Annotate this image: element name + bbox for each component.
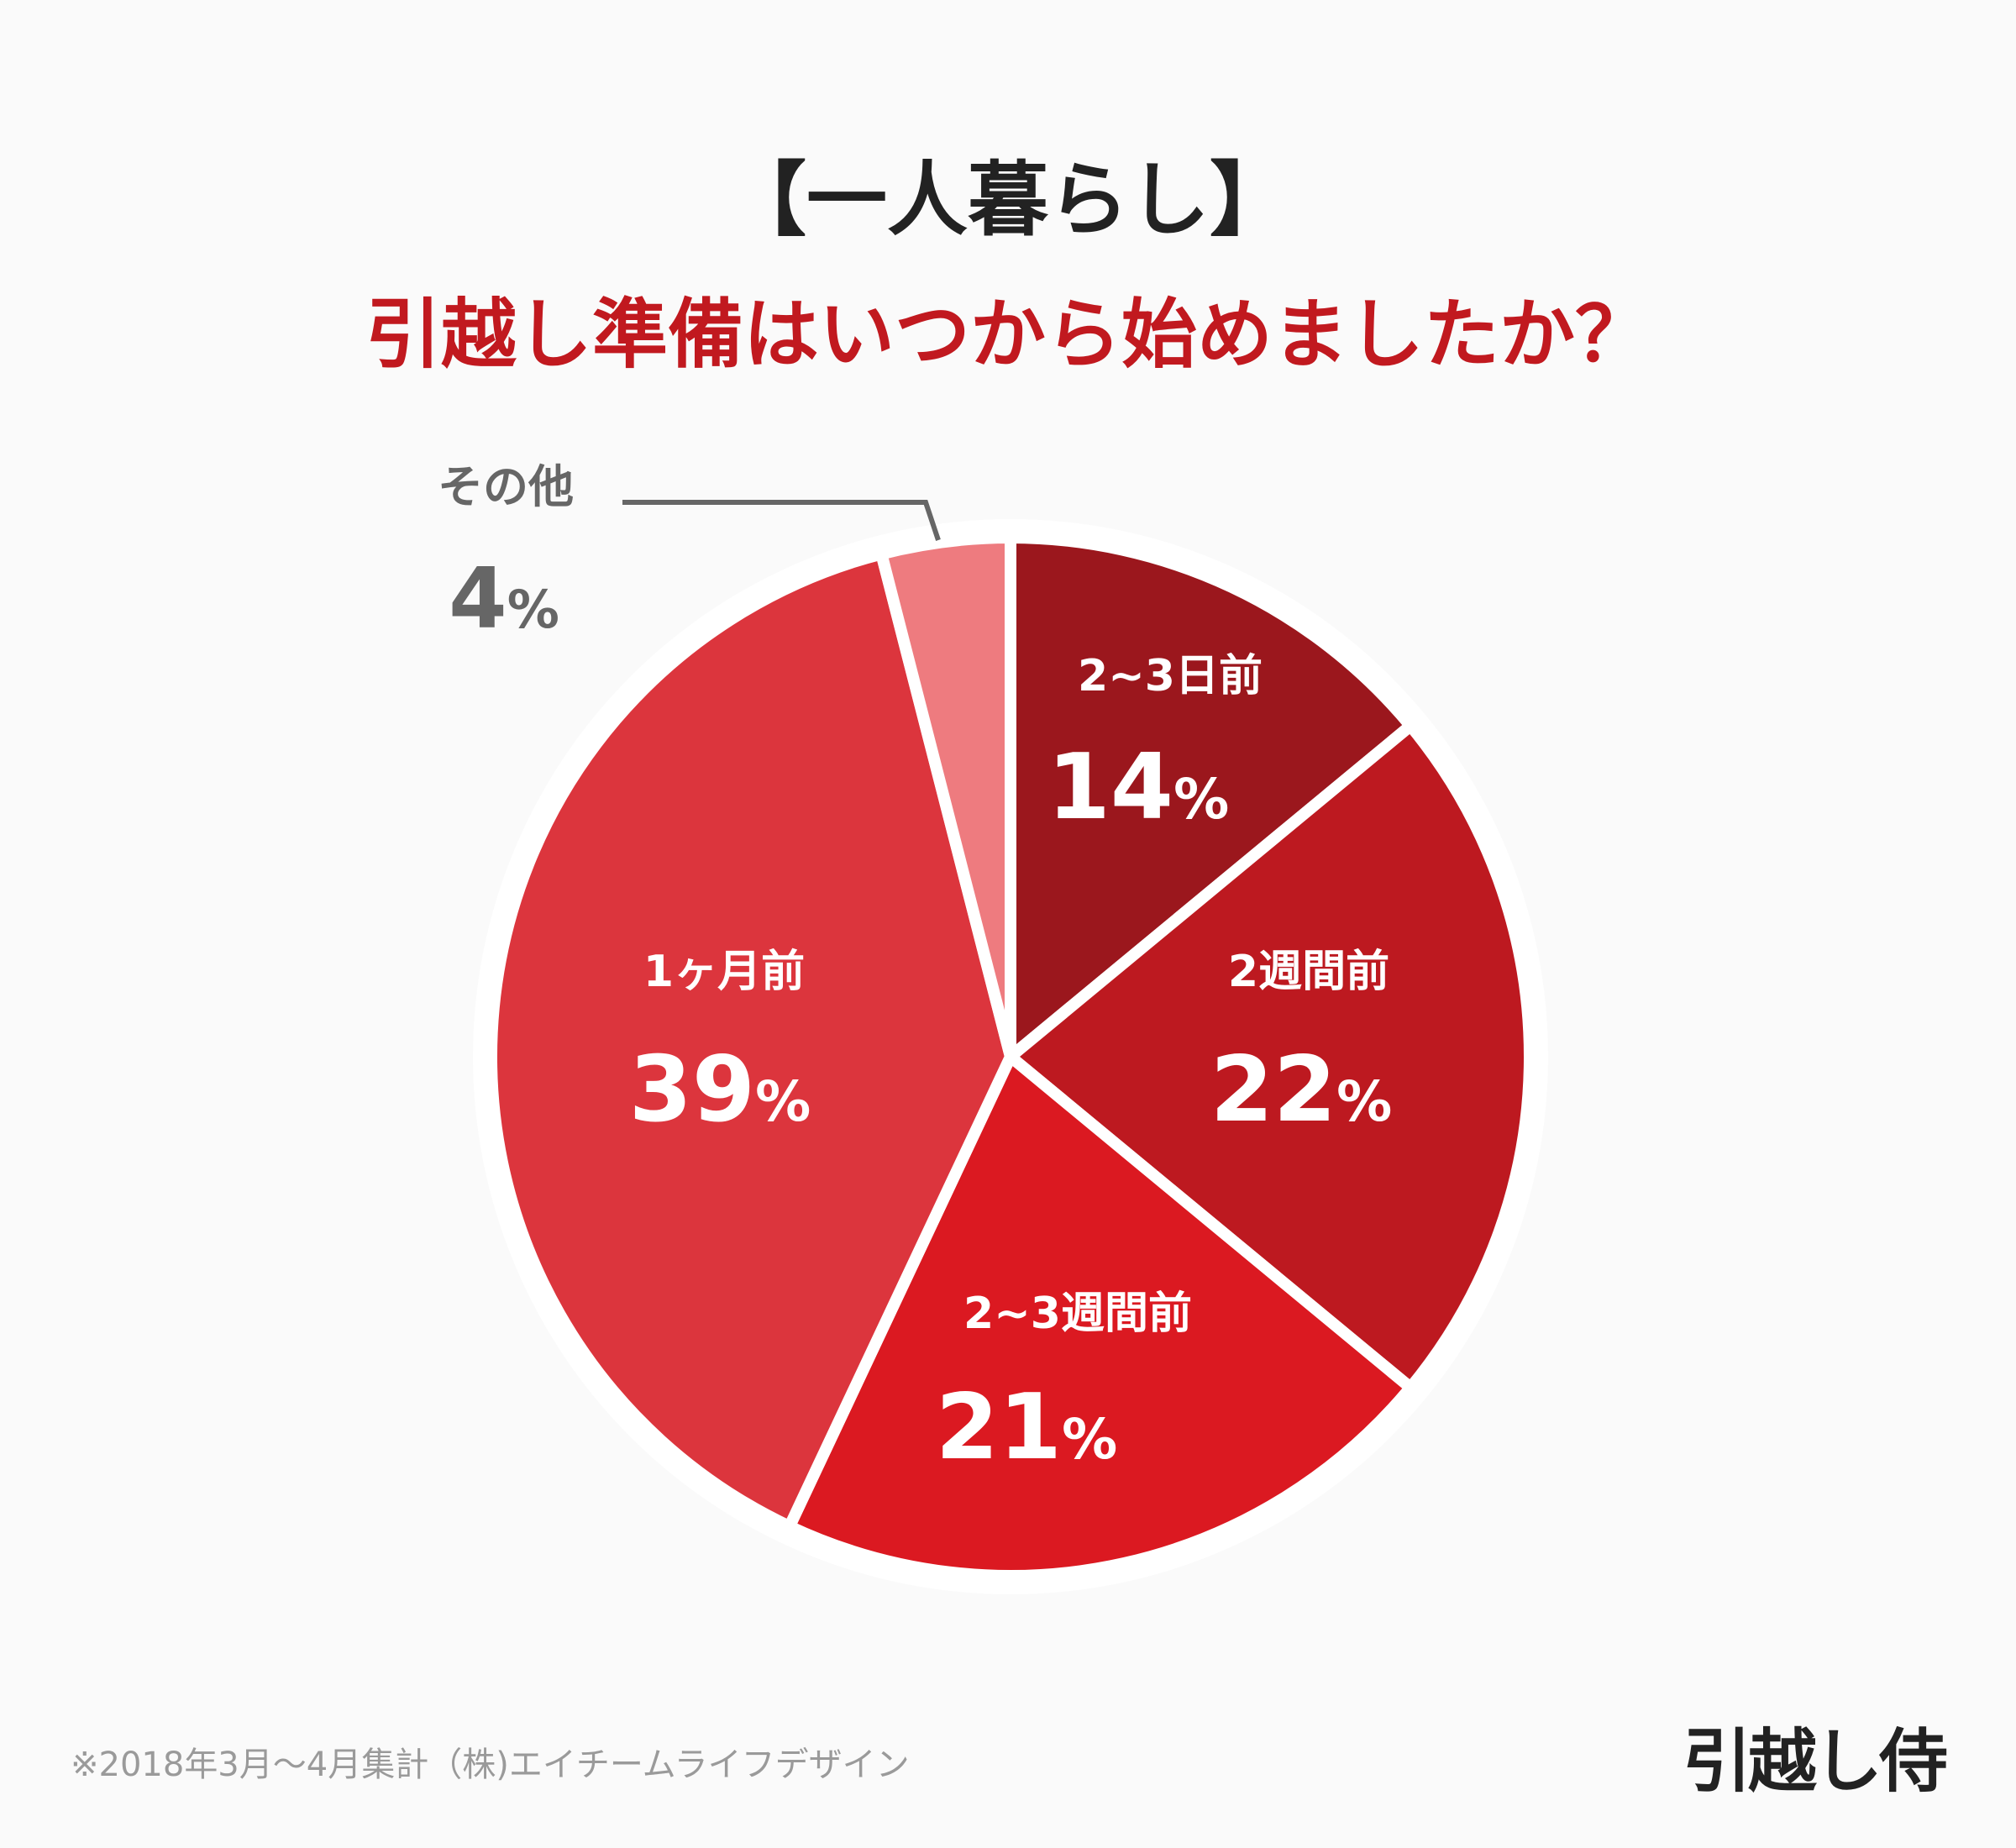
slice-label: その他	[438, 460, 574, 513]
leader-line	[622, 500, 941, 541]
pie-slice-3	[486, 548, 1016, 1533]
slice-label: 1ヶ月前	[643, 947, 805, 997]
slice-value: 4%	[449, 549, 559, 648]
slice-value: 14%	[1047, 735, 1229, 840]
slice-value: 39%	[629, 1037, 811, 1142]
pie-slice-1	[1005, 720, 1536, 1394]
slice-label: 2~3日前	[1078, 651, 1263, 701]
pie-slice-4	[875, 532, 1016, 1063]
pie-slice-2	[783, 1051, 1417, 1582]
slice-label: 2週間前	[1228, 947, 1389, 997]
slice-value: 22%	[1210, 1037, 1392, 1142]
slice-label: 2~3週間前	[963, 1289, 1192, 1339]
brand-logo: 引越し侍	[1682, 1722, 1948, 1802]
title-line2: 引越し準備はいつから始めましたか？	[365, 291, 1651, 379]
title-line1: 【一人暮らし】	[726, 153, 1290, 247]
footer-note: ※2018年3月～4月集計（株)エイチームライフデザイン	[71, 1746, 910, 1784]
pie-slice-0	[1005, 532, 1417, 1063]
slice-value: 21%	[936, 1375, 1117, 1480]
